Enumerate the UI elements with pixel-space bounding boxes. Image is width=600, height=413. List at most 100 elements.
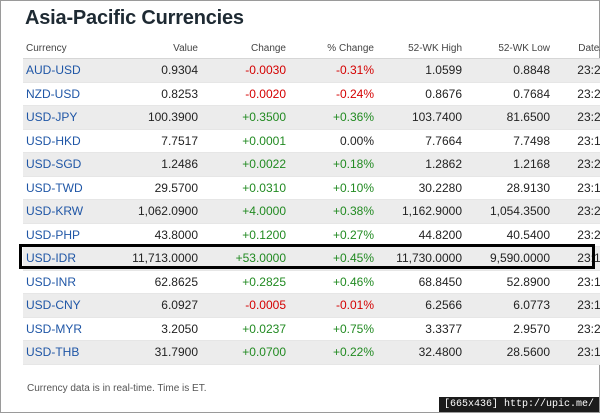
col-header-change: Change	[201, 38, 289, 59]
pct-change-cell: +0.38%	[289, 199, 377, 224]
datetime-cell: 23:19:17	[553, 129, 600, 153]
table-row: USD-MYR 3.2050 +0.0237 +0.75% 3.3377 2.9570 23…	[23, 317, 600, 341]
pct-change-cell: +0.27%	[289, 223, 377, 247]
currency-link[interactable]: USD-MYR	[23, 317, 113, 341]
table-row: USD-TWD 29.5700 +0.0310 +0.10% 30.2280 28.913…	[23, 176, 600, 200]
pct-change-cell: +0.10%	[289, 176, 377, 200]
low-52wk-cell: 1,054.3500	[465, 199, 553, 224]
value-cell: 43.8000	[113, 223, 201, 247]
high-52wk-cell: 1.2862	[377, 152, 465, 177]
currency-link[interactable]: USD-THB	[23, 340, 113, 365]
datetime-cell: 23:17:58	[553, 176, 600, 200]
currency-link[interactable]: USD-IDR	[23, 246, 113, 271]
datetime-cell: 23:17:08	[553, 293, 600, 318]
low-52wk-cell: 2.9570	[465, 317, 553, 341]
value-cell: 1,062.0900	[113, 199, 201, 224]
high-52wk-cell: 1,162.9000	[377, 199, 465, 224]
change-cell: +0.3500	[201, 105, 289, 130]
table-row: USD-PHP 43.8000 +0.1200 +0.27% 44.8200 40.540…	[23, 223, 600, 247]
pct-change-cell: 0.00%	[289, 129, 377, 153]
currency-link[interactable]: NZD-USD	[23, 82, 113, 106]
high-52wk-cell: 68.8450	[377, 270, 465, 294]
low-52wk-cell: 9,590.0000	[465, 246, 553, 271]
table-body: AUD-USD 0.9304 -0.0030 -0.31% 1.0599 0.8848 23…	[23, 58, 600, 365]
footnote: Currency data is in real-time. Time is E…	[27, 383, 207, 394]
datetime-cell: 23:20:28	[553, 223, 600, 247]
currency-link[interactable]: USD-INR	[23, 270, 113, 294]
datetime-cell: 23:19:08	[553, 340, 600, 365]
col-header-pct-change: % Change	[289, 38, 377, 59]
pct-change-cell: +0.75%	[289, 317, 377, 341]
value-cell: 100.3900	[113, 105, 201, 130]
pct-change-cell: -0.24%	[289, 82, 377, 106]
change-cell: -0.0020	[201, 82, 289, 106]
datetime-cell: 23:21:31	[553, 317, 600, 341]
currency-link[interactable]: AUD-USD	[23, 58, 113, 83]
col-header-52wk-high: 52-WK High	[377, 38, 465, 59]
high-52wk-cell: 0.8676	[377, 82, 465, 106]
pct-change-cell: +0.45%	[289, 246, 377, 271]
pct-change-cell: -0.01%	[289, 293, 377, 318]
currency-link[interactable]: USD-KRW	[23, 199, 113, 224]
low-52wk-cell: 0.8848	[465, 58, 553, 83]
pct-change-cell: -0.31%	[289, 58, 377, 83]
high-52wk-cell: 1.0599	[377, 58, 465, 83]
pct-change-cell: +0.46%	[289, 270, 377, 294]
change-cell: +0.0237	[201, 317, 289, 341]
currency-link[interactable]: USD-PHP	[23, 223, 113, 247]
table-row: USD-CNY 6.0927 -0.0005 -0.01% 6.2566 6.0773 23…	[23, 293, 600, 318]
value-cell: 62.8625	[113, 270, 201, 294]
low-52wk-cell: 81.6500	[465, 105, 553, 130]
high-52wk-cell: 6.2566	[377, 293, 465, 318]
col-header-52wk-low: 52-WK Low	[465, 38, 553, 59]
datetime-cell: 23:19:48	[553, 270, 600, 294]
change-cell: +0.0001	[201, 129, 289, 153]
value-cell: 31.7900	[113, 340, 201, 365]
high-52wk-cell: 44.8200	[377, 223, 465, 247]
currency-link[interactable]: USD-TWD	[23, 176, 113, 200]
change-cell: +4.0000	[201, 199, 289, 224]
high-52wk-cell: 11,730.0000	[377, 246, 465, 271]
low-52wk-cell: 28.5600	[465, 340, 553, 365]
pct-change-cell: +0.36%	[289, 105, 377, 130]
low-52wk-cell: 28.9130	[465, 176, 553, 200]
value-cell: 6.0927	[113, 293, 201, 318]
pct-change-cell: +0.18%	[289, 152, 377, 177]
high-52wk-cell: 30.2280	[377, 176, 465, 200]
change-cell: +0.2825	[201, 270, 289, 294]
value-cell: 0.8253	[113, 82, 201, 106]
table-row: USD-INR 62.8625 +0.2825 +0.46% 68.8450 52.890…	[23, 270, 600, 294]
change-cell: +0.0310	[201, 176, 289, 200]
col-header-datetime: Date/Time	[553, 38, 600, 59]
currency-link[interactable]: USD-JPY	[23, 105, 113, 130]
table-row: USD-SGD 1.2486 +0.0022 +0.18% 1.2862 1.2168 23…	[23, 152, 600, 177]
change-cell: +53.0000	[201, 246, 289, 271]
col-header-value: Value	[113, 38, 201, 59]
value-cell: 11,713.0000	[113, 246, 201, 271]
change-cell: -0.0030	[201, 58, 289, 83]
value-cell: 29.5700	[113, 176, 201, 200]
datetime-cell: 23:20:28	[553, 105, 600, 130]
high-52wk-cell: 32.4800	[377, 340, 465, 365]
value-cell: 0.9304	[113, 58, 201, 83]
value-cell: 7.7517	[113, 129, 201, 153]
low-52wk-cell: 1.2168	[465, 152, 553, 177]
page-title: Asia-Pacific Currencies	[25, 7, 244, 29]
low-52wk-cell: 40.5400	[465, 223, 553, 247]
datetime-cell: 23:20:56	[553, 82, 600, 106]
change-cell: +0.1200	[201, 223, 289, 247]
currency-link[interactable]: USD-SGD	[23, 152, 113, 177]
value-cell: 1.2486	[113, 152, 201, 177]
table-row: USD-IDR 11,713.0000 +53.0000 +0.45% 11,730.0…	[23, 246, 600, 271]
col-header-currency: Currency	[23, 38, 113, 59]
datetime-cell: 23:22:07	[553, 58, 600, 83]
table-row: USD-JPY 100.3900 +0.3500 +0.36% 103.7400 81.6…	[23, 105, 600, 130]
table-row: USD-KRW 1,062.0900 +4.0000 +0.38% 1,162.9000…	[23, 199, 600, 224]
currency-link[interactable]: USD-HKD	[23, 129, 113, 153]
watermark: [665x436] http://upic.me/	[438, 397, 599, 412]
change-cell: +0.0022	[201, 152, 289, 177]
table-header-row: Currency Value Change % Change 52-WK Hig…	[23, 38, 600, 59]
low-52wk-cell: 6.0773	[465, 293, 553, 318]
currency-link[interactable]: USD-CNY	[23, 293, 113, 318]
table-row: AUD-USD 0.9304 -0.0030 -0.31% 1.0599 0.8848 23…	[23, 58, 600, 83]
